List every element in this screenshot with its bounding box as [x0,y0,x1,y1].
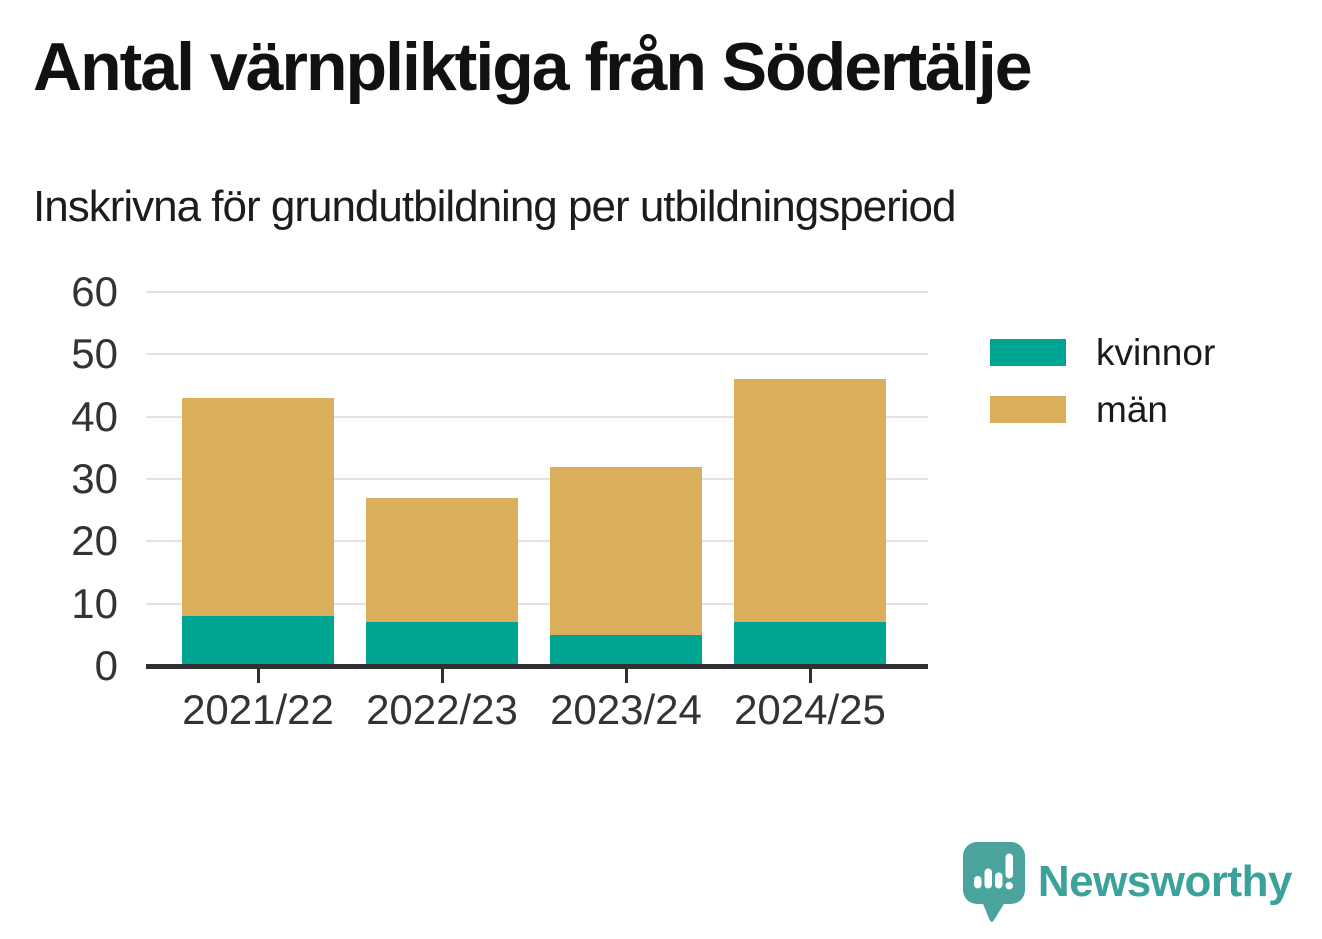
gridline [146,540,928,543]
bar-segment-man [182,397,334,617]
bar-segment-kvinnor [366,622,518,666]
y-tick-label: 10 [71,579,118,627]
newsworthy-logo: Newsworthy [962,841,1293,923]
bar-segment-man [550,466,702,635]
legend-item: kvinnor [990,334,1215,371]
y-tick-label: 20 [71,517,118,565]
newsworthy-logo-icon [962,842,1025,922]
x-tick [441,669,444,683]
gridline [146,291,928,293]
bar-segment-kvinnor [182,616,334,666]
legend-swatch [990,396,1066,423]
bar-segment-man [734,379,886,623]
bar-segment-kvinnor [734,622,886,666]
newsworthy-wordmark: Newsworthy [1037,857,1293,906]
legend-swatch [990,339,1066,366]
x-tick [809,669,812,683]
legend-label: kvinnor [1096,332,1216,373]
x-tick [257,669,260,683]
x-tick-label: 2024/25 [734,686,886,733]
x-axis-line [146,664,928,669]
y-tick-label: 40 [71,392,118,440]
gridline [146,415,928,418]
gridline [146,602,928,605]
y-tick-label: 0 [94,642,118,689]
gridline [146,353,928,356]
gridline [146,478,928,480]
legend-item: män [990,391,1168,428]
x-tick [625,669,628,683]
chart-subtitle: Inskrivna för grundutbildning per utbild… [33,182,956,231]
x-tick-label: 2023/24 [550,686,702,733]
legend-label: män [1096,389,1168,430]
y-tick-label: 60 [71,268,118,315]
bar-segment-kvinnor [550,634,702,666]
y-tick-label: 50 [71,330,118,378]
bar-segment-man [366,497,518,623]
chart-title: Antal värnpliktiga från Södertälje [33,29,1033,105]
x-tick-label: 2021/22 [182,686,334,733]
y-tick-label: 30 [71,455,118,502]
x-tick-label: 2022/23 [366,686,518,733]
